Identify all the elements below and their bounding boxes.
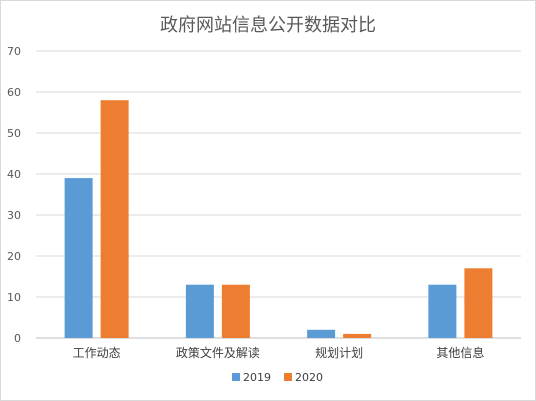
bar-2019 — [307, 329, 336, 338]
bar-2019 — [185, 284, 214, 338]
bar-2020 — [464, 268, 493, 338]
category-label: 规划计划 — [315, 345, 363, 360]
y-tick-label: 60 — [7, 86, 21, 99]
legend-label: 2020 — [295, 371, 323, 384]
y-tick-label: 10 — [7, 291, 21, 304]
category-label: 其他信息 — [436, 345, 484, 360]
bar-2020 — [343, 333, 372, 338]
category-label: 政策文件及解读 — [176, 345, 260, 360]
legend-swatch — [284, 373, 292, 381]
y-tick-label: 50 — [7, 127, 21, 140]
legend-swatch — [232, 373, 240, 381]
y-tick-label: 70 — [7, 45, 21, 58]
legend-label: 2019 — [243, 371, 271, 384]
bar-2019 — [428, 284, 457, 338]
y-tick-label: 20 — [7, 250, 21, 263]
y-tick-label: 0 — [14, 332, 21, 345]
chart-title: 政府网站信息公开数据对比 — [160, 15, 376, 36]
bar-2019 — [64, 178, 93, 338]
y-tick-label: 30 — [7, 209, 21, 222]
category-label: 工作动态 — [73, 346, 121, 360]
y-tick-label: 40 — [7, 168, 21, 181]
bar-2020 — [221, 284, 250, 338]
bar-2020 — [100, 100, 129, 338]
